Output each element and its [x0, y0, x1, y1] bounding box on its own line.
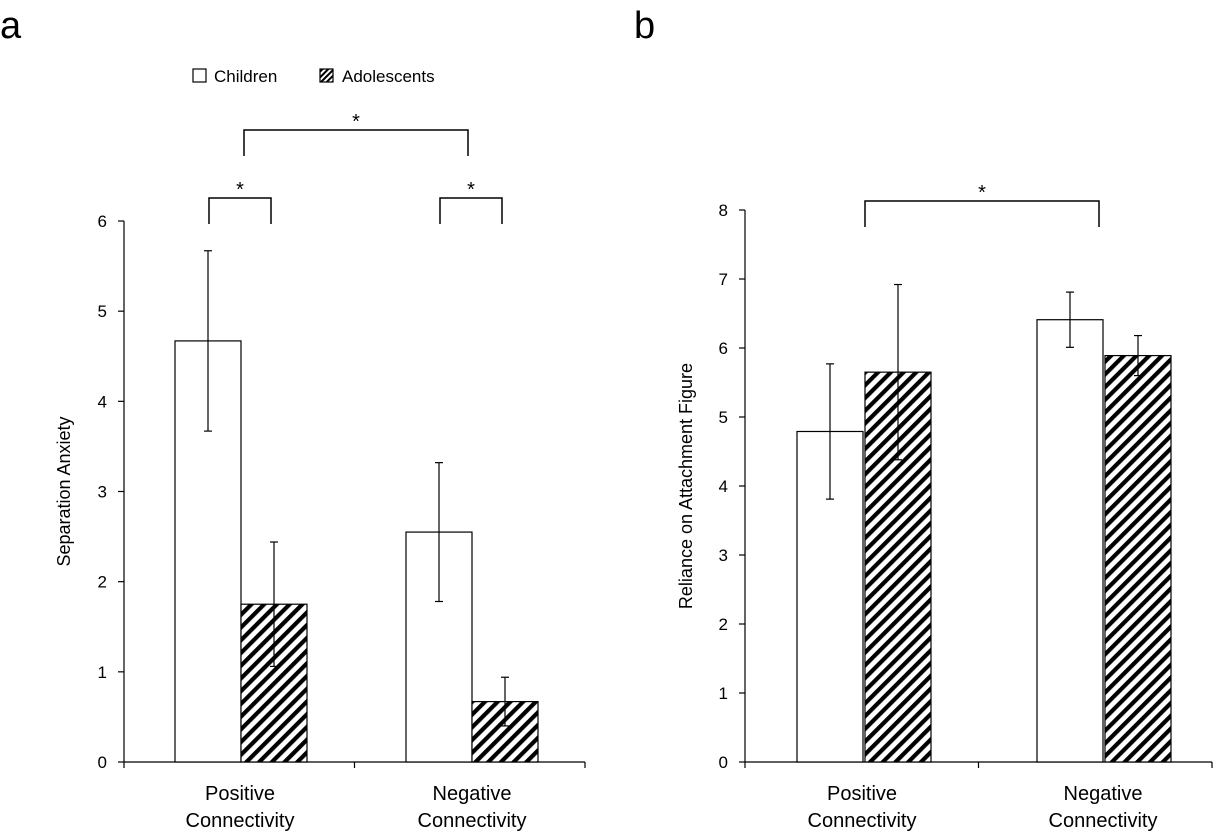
category-label: Negative Connectivity	[418, 783, 527, 832]
y-tick-label: 2	[98, 573, 107, 592]
y-tick-label: 4	[719, 477, 728, 496]
y-axis-label: Separation Anxiety	[54, 416, 74, 566]
panel-label: b	[634, 5, 655, 47]
legend-label-adolescents: Adolescents	[342, 67, 435, 86]
y-tick-label: 8	[719, 201, 728, 220]
legend: Children Adolescents	[192, 67, 435, 86]
y-tick-label: 3	[98, 483, 107, 502]
y-tick-label: 5	[719, 408, 728, 427]
bar-adolescents	[1104, 354, 1172, 763]
significance-bracket-between	[243, 129, 469, 156]
significance-bracket-between	[864, 200, 1100, 227]
y-tick-label: 6	[719, 339, 728, 358]
y-tick-label: 6	[98, 212, 107, 231]
significance-star: *	[236, 179, 244, 201]
category-label: Negative Connectivity	[1049, 783, 1158, 832]
y-tick-label: 4	[98, 392, 107, 411]
y-tick-label: 1	[98, 663, 107, 682]
y-tick-label: 0	[719, 753, 728, 772]
significance-bracket	[439, 197, 503, 224]
y-tick-label: 2	[719, 615, 728, 634]
legend-swatch-adolescents	[319, 68, 334, 83]
panel-label: a	[0, 5, 22, 47]
y-tick-label: 0	[98, 753, 107, 772]
significance-bracket	[208, 197, 272, 224]
panel-b: b 0 1 2 3 4 5 6 7 8 Reliance on Attachment Figure P…	[634, 5, 1213, 832]
category-label: Positive Connectivity	[186, 783, 295, 832]
significance-star: *	[467, 179, 475, 201]
panel-a: a 0 1 2 3 4 5 6 Separation Anxiety Positive Connec…	[0, 5, 586, 832]
category-label: Positive Connectivity	[808, 783, 917, 832]
significance-star: *	[978, 182, 986, 204]
y-tick-label: 5	[98, 302, 107, 321]
legend-label-children: Children	[214, 67, 277, 86]
y-tick-label: 3	[719, 546, 728, 565]
significance-star: *	[352, 111, 360, 133]
y-tick-label: 7	[719, 270, 728, 289]
y-tick-label: 1	[719, 684, 728, 703]
bar-children	[1036, 319, 1104, 763]
y-axis-label: Reliance on Attachment Figure	[676, 363, 696, 609]
legend-swatch-children	[192, 68, 207, 83]
